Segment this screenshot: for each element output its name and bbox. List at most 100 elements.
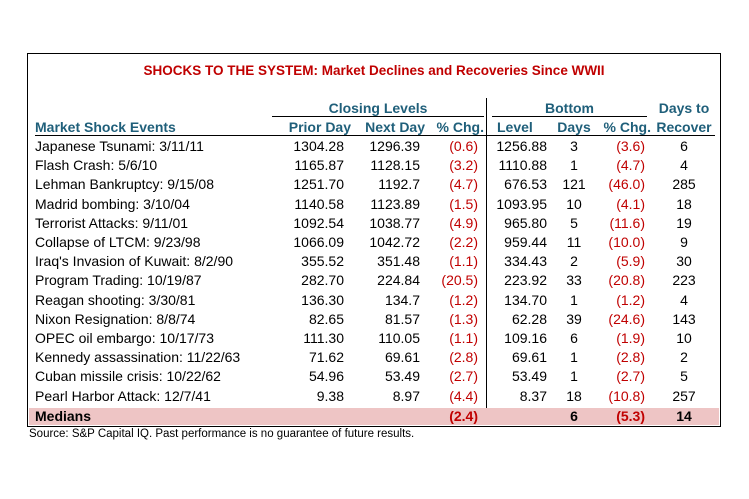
cell-prior-day: 1304.28 <box>293 138 344 154</box>
table-row: Cuban missile crisis: 10/22/62 54.96 53.49… <box>0 368 749 385</box>
header-prior-day: Prior Day <box>288 119 351 135</box>
cell-bottom-pct-chg: (2.7) <box>616 368 645 385</box>
cell-next-day: 1038.77 <box>369 214 420 231</box>
cell-next-day: 69.61 <box>384 349 420 366</box>
cell-next-day: 8.97 <box>392 387 420 404</box>
table-row: Terrorist Attacks: 9/11/01 1092.54 1038.77… <box>0 215 749 232</box>
cell-days: 1 <box>570 349 578 366</box>
cell-next-day: 224.84 <box>377 272 420 289</box>
cell-next-day: 53.49 <box>384 368 420 385</box>
cell-level: 1256.88 <box>496 138 547 154</box>
cell-recover: 19 <box>676 214 692 231</box>
table-frame <box>27 53 721 427</box>
cell-recover: 9 <box>680 234 688 250</box>
cell-pct-chg: (1.1) <box>449 330 478 346</box>
cell-level: 8.37 <box>519 387 547 404</box>
cell-bottom-pct-chg: (11.6) <box>609 214 645 231</box>
cell-prior-day: 54.96 <box>308 368 344 385</box>
median-row: Medians (2.4) 6 (5.3) 14 <box>0 408 749 425</box>
cell-prior-day: 82.65 <box>308 310 344 327</box>
header-next-day: Next Day <box>365 119 425 135</box>
cell-level: 223.92 <box>504 272 547 289</box>
table-row: Lehman Bankruptcy: 9/15/08 1251.70 1192.7 (… <box>0 176 749 193</box>
cell-event: Iraq's Invasion of Kuwait: 8/2/90 <box>35 253 234 270</box>
closing-levels-underline <box>272 116 484 117</box>
cell-level: 134.70 <box>504 291 547 308</box>
cell-event: OPEC oil embargo: 10/17/73 <box>35 330 214 346</box>
table-row: Iraq's Invasion of Kuwait: 8/2/90 355.52 3… <box>0 253 749 270</box>
cell-bottom-pct-chg: (24.6) <box>608 310 645 327</box>
cell-days: 3 <box>570 138 578 154</box>
cell-event: Cuban missile crisis: 10/22/62 <box>35 368 221 385</box>
cell-days: 10 <box>566 195 582 212</box>
cell-event: Flash Crash: 5/6/10 <box>35 157 158 174</box>
cell-recover: 257 <box>672 387 696 404</box>
cell-prior-day: 1066.09 <box>293 234 344 250</box>
median-recover: 14 <box>676 408 692 424</box>
cell-recover: 4 <box>680 157 688 174</box>
cell-prior-day: 111.30 <box>303 330 344 346</box>
cell-level: 62.28 <box>511 310 547 327</box>
cell-event: Madrid bombing: 3/10/04 <box>35 195 190 212</box>
cell-days: 33 <box>566 272 582 289</box>
cell-recover: 30 <box>676 253 692 270</box>
cell-prior-day: 1140.58 <box>294 195 344 212</box>
cell-pct-chg: (1.2) <box>449 291 478 308</box>
cell-days: 18 <box>566 387 582 404</box>
cell-days: 5 <box>570 214 578 231</box>
cell-days: 1 <box>570 368 578 385</box>
cell-event: Japanese Tsunami: 3/11/11 <box>35 138 204 154</box>
cell-bottom-pct-chg: (10.8) <box>608 387 645 404</box>
median-label: Medians <box>35 408 92 424</box>
cell-pct-chg: (1.1) <box>449 253 478 270</box>
median-days: 6 <box>570 408 578 424</box>
cell-level: 334.43 <box>504 253 547 270</box>
cell-bottom-pct-chg: (5.9) <box>616 253 645 270</box>
table-row: Madrid bombing: 3/10/04 1140.58 1123.89 (1.… <box>0 196 749 213</box>
cell-prior-day: 1165.87 <box>294 157 344 174</box>
cell-next-day: 1123.89 <box>370 195 420 212</box>
cell-pct-chg: (0.6) <box>449 138 478 154</box>
cell-next-day: 110.05 <box>378 330 420 346</box>
cell-recover: 285 <box>672 176 696 193</box>
group-header-closing-levels: Closing Levels <box>328 100 428 116</box>
cell-next-day: 134.7 <box>384 291 420 308</box>
cell-next-day: 1128.15 <box>370 157 420 174</box>
cell-days: 1 <box>570 157 578 174</box>
cell-recover: 18 <box>676 195 692 212</box>
cell-days: 1 <box>570 291 578 308</box>
cell-pct-chg: (2.7) <box>449 368 478 385</box>
cell-recover: 4 <box>680 291 688 308</box>
header-bottom-pct-chg: % Chg. <box>603 119 651 135</box>
cell-level: 959.44 <box>504 234 547 250</box>
cell-bottom-pct-chg: (4.1) <box>616 195 645 212</box>
cell-level: 1093.95 <box>496 195 547 212</box>
table-row: Kennedy assassination: 11/22/63 71.62 69.6… <box>0 349 749 366</box>
table-row: Japanese Tsunami: 3/11/11 1304.28 1296.39 (… <box>0 138 749 155</box>
cell-next-day: 351.48 <box>377 253 420 270</box>
cell-pct-chg: (1.3) <box>449 310 478 327</box>
cell-level: 69.61 <box>511 349 547 366</box>
cell-pct-chg: (4.7) <box>449 176 478 193</box>
table-row: Flash Crash: 5/6/10 1165.87 1128.15 (3.2) 11… <box>0 157 749 174</box>
cell-event: Collapse of LTCM: 9/23/98 <box>35 234 201 250</box>
cell-bottom-pct-chg: (10.0) <box>608 234 645 250</box>
cell-recover: 10 <box>676 330 692 346</box>
table-row: Nixon Resignation: 8/8/74 82.65 81.57 (1.3)… <box>0 311 749 328</box>
cell-prior-day: 282.70 <box>301 272 344 289</box>
cell-prior-day: 71.62 <box>308 349 344 366</box>
cell-event: Kennedy assassination: 11/22/63 <box>35 349 241 366</box>
cell-event: Reagan shooting: 3/30/81 <box>35 291 196 308</box>
table-row: Program Trading: 10/19/87 282.70 224.84 (20… <box>0 272 749 289</box>
cell-level: 965.80 <box>504 214 547 231</box>
cell-bottom-pct-chg: (3.6) <box>616 138 645 154</box>
cell-prior-day: 1251.70 <box>293 176 344 193</box>
cell-days: 11 <box>566 234 582 250</box>
cell-pct-chg: (4.4) <box>449 387 478 404</box>
table-row: Pearl Harbor Attack: 12/7/41 9.38 8.97 (4.4… <box>0 388 749 405</box>
table-row: OPEC oil embargo: 10/17/73 111.30 110.05 (1… <box>0 330 749 347</box>
cell-pct-chg: (2.2) <box>449 234 478 250</box>
cell-event: Terrorist Attacks: 9/11/01 <box>35 214 189 231</box>
cell-level: 53.49 <box>511 368 547 385</box>
cell-pct-chg: (2.8) <box>449 349 478 366</box>
